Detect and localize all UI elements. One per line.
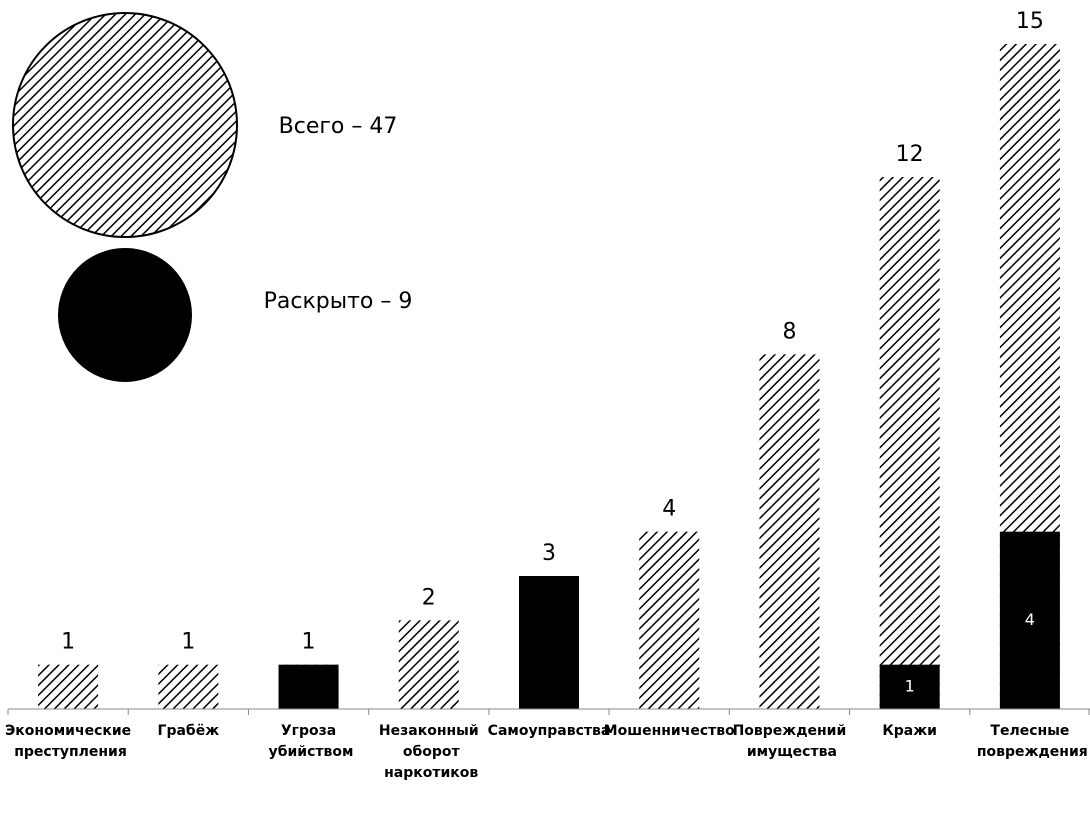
- x-tick-label: Мошенничество: [604, 723, 735, 739]
- data-label: 15: [1016, 9, 1044, 34]
- x-tick-label: Экономические преступления: [5, 723, 131, 760]
- bar: [398, 620, 459, 709]
- x-tick-label: Незаконный оборот наркотиков: [379, 723, 479, 781]
- data-label: 1: [61, 630, 75, 655]
- data-label: 1: [302, 630, 316, 655]
- bar: [38, 664, 99, 709]
- bar: [639, 531, 700, 709]
- x-tick-label: Телесные повреждения: [972, 723, 1088, 760]
- legend-label: Всего – 47: [279, 114, 398, 139]
- data-label: 12: [896, 142, 924, 167]
- data-label: 4: [1025, 610, 1035, 629]
- bar: [158, 664, 219, 709]
- data-label: 8: [782, 319, 796, 344]
- x-tick-label: Повреждений имущества: [733, 723, 847, 760]
- bar: [519, 576, 579, 709]
- legend-marker: [58, 248, 192, 382]
- data-label: 4: [662, 497, 676, 522]
- x-tick-label: Грабёж: [158, 723, 220, 739]
- bar: [999, 531, 1060, 709]
- data-label: 1: [905, 676, 915, 695]
- legend-marker: [12, 12, 238, 238]
- x-tick-label: Кражи: [882, 723, 937, 739]
- x-tick-label: Угроза убийством: [264, 723, 354, 760]
- bar: [278, 664, 339, 709]
- data-label: 2: [422, 585, 436, 610]
- legend-label: Раскрыто – 9: [264, 289, 413, 314]
- bar: [759, 354, 820, 709]
- data-label: 3: [542, 541, 556, 566]
- x-tick-label: Самоуправства: [488, 723, 611, 739]
- bar: [879, 177, 940, 709]
- data-label: 1: [181, 630, 195, 655]
- bar: [879, 664, 940, 709]
